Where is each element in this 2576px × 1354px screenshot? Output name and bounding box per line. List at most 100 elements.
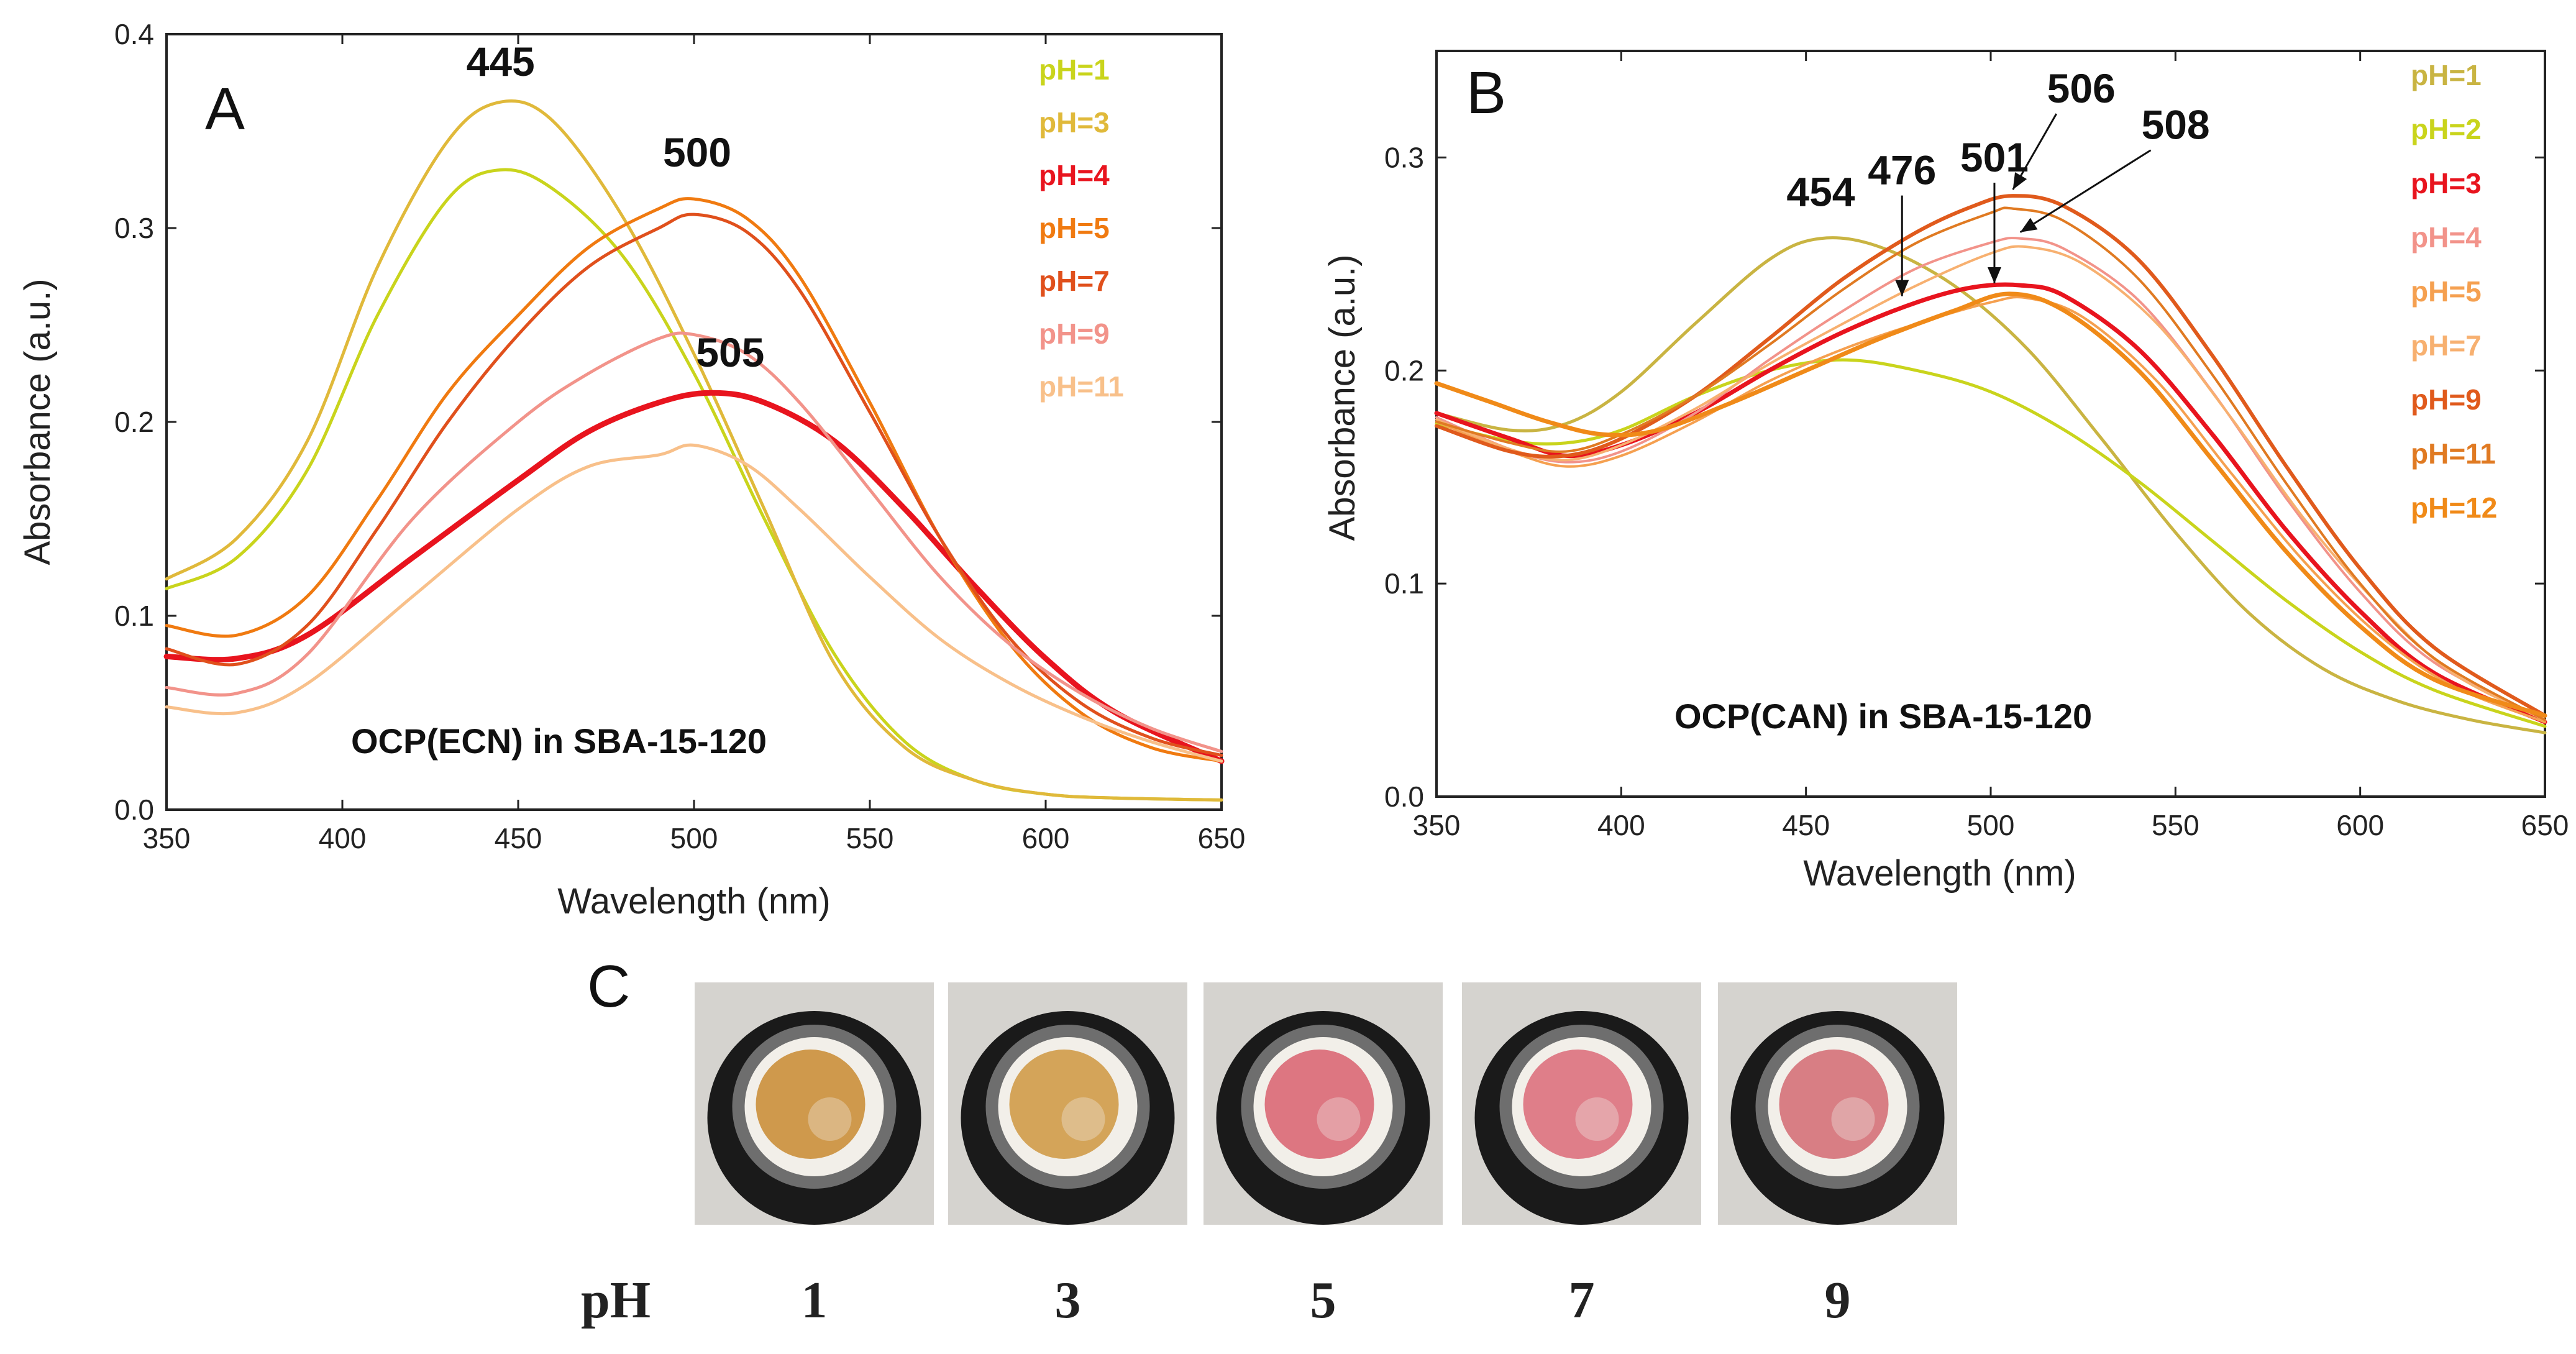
x-tick-label: 650	[1198, 822, 1246, 854]
panel-a-xlabel: Wavelength (nm)	[557, 881, 830, 922]
stain-highlight	[1831, 1097, 1875, 1141]
sample-photo	[1462, 982, 1701, 1225]
sample-stain	[1264, 1050, 1374, 1159]
stain-highlight	[1061, 1097, 1105, 1141]
x-tick-label: 500	[670, 822, 718, 854]
legend-entry: pH=7	[2411, 329, 2482, 362]
peak-arrow-line	[2019, 149, 2152, 233]
sample-stain	[1009, 1050, 1119, 1159]
sample-stain	[756, 1050, 866, 1159]
stain-highlight	[808, 1097, 852, 1141]
sample-photo	[695, 982, 934, 1225]
panel-b-letter: B	[1466, 60, 1506, 126]
legend-entry: pH=9	[2411, 383, 2482, 416]
y-tick-label: 0.1	[1384, 567, 1424, 600]
series-line-pH-11	[165, 443, 1223, 763]
x-tick-label: 350	[143, 822, 191, 854]
peak-label: 506	[2047, 65, 2116, 111]
panel-a-ylabel: Absorbance (a.u.)	[17, 278, 58, 565]
x-tick-label: 500	[1967, 809, 2015, 841]
panel-b-annotation: OCP(CAN) in SBA-15-120	[1674, 697, 2092, 736]
stain-highlight	[1317, 1097, 1361, 1141]
series-line-pH-3	[165, 99, 1223, 802]
series-line-pH-12	[1434, 291, 2547, 718]
panel-b-ticks: 350 400 450 500 550 600 650 0.0 0.1 0.2 0.3	[1384, 51, 2569, 841]
x-tick-label: 600	[2336, 809, 2384, 841]
peak-label: 501	[1960, 134, 2029, 180]
y-tick-label: 0.0	[114, 794, 154, 826]
peak-label: 454	[1786, 169, 1855, 215]
x-tick-label: 400	[319, 822, 367, 854]
y-tick-label: 0.0	[1384, 780, 1424, 813]
panel-b-series	[1434, 194, 2547, 734]
peak-arrow-head	[2020, 217, 2038, 232]
peak-label: 505	[696, 329, 764, 375]
legend-entry: pH=7	[1039, 265, 1110, 297]
ph-row-label: pH	[581, 1271, 651, 1329]
series-line-pH-7	[165, 213, 1223, 757]
legend-entry: pH=3	[2411, 167, 2482, 199]
legend-entry: pH=2	[2411, 113, 2482, 145]
legend-entry: pH=1	[1039, 53, 1110, 86]
peak-label: 500	[663, 129, 731, 175]
panel-a-annotation: OCP(ECN) in SBA-15-120	[351, 721, 767, 761]
photo-row	[695, 982, 1957, 1225]
y-tick-label: 0.4	[114, 18, 154, 50]
legend-entry: pH=11	[1039, 370, 1124, 403]
panel-b-chart: 350 400 450 500 550 600 650 0.0 0.1 0.2 0.3 454 476…	[1322, 50, 2569, 894]
sample-stain	[1523, 1050, 1633, 1159]
sample-photo	[948, 982, 1187, 1225]
x-tick-label: 400	[1597, 809, 1645, 841]
panel-b-peak-labels: 454 476 501 506 508	[1786, 65, 2210, 296]
panel-a-ticks: 350 400 450 500 550 600 650 0.0 0.1 0.2 0.3 0.4	[114, 18, 1245, 854]
series-line-pH-5	[1435, 296, 2546, 723]
panel-c-photos: C pH 1 3 5 7 9	[581, 953, 1957, 1329]
stain-highlight	[1575, 1097, 1619, 1141]
x-tick-label: 600	[1022, 822, 1070, 854]
x-tick-label: 650	[2521, 809, 2569, 841]
series-line-pH-5	[165, 197, 1223, 763]
series-line-pH-3	[1434, 282, 2547, 725]
ph-value-label: 9	[1825, 1271, 1851, 1329]
ph-value-label: 3	[1055, 1271, 1081, 1329]
legend-entry: pH=5	[1039, 212, 1110, 244]
legend-entry: pH=12	[2411, 492, 2497, 524]
series-line-pH-9	[1435, 194, 2547, 718]
x-tick-label: 450	[1782, 809, 1830, 841]
legend-entry: pH=9	[1039, 318, 1110, 350]
x-tick-label: 550	[2152, 809, 2199, 841]
legend-entry: pH=4	[1039, 159, 1110, 191]
ph-value-label: 5	[1310, 1271, 1336, 1329]
panel-a-legend: pH=1 pH=3 pH=4 pH=5 pH=7 pH=9 pH=11	[1039, 53, 1124, 403]
panel-a-chart: 350 400 450 500 550 600 650 0.0 0.1 0.2 0.3 0.4 445…	[17, 18, 1245, 922]
ph-value-label: 7	[1569, 1271, 1595, 1329]
peak-label: 508	[2142, 102, 2210, 148]
x-tick-label: 450	[495, 822, 542, 854]
panel-a-series	[163, 99, 1225, 802]
series-line-pH-9	[165, 331, 1223, 753]
peak-label: 476	[1868, 147, 1936, 193]
series-line-pH-7	[1435, 245, 2546, 721]
y-tick-label: 0.3	[1384, 141, 1424, 173]
y-tick-label: 0.2	[1384, 354, 1424, 387]
y-tick-label: 0.1	[114, 600, 154, 632]
panel-b-ylabel: Absorbance (a.u.)	[1322, 254, 1363, 541]
sample-stain	[1779, 1050, 1889, 1159]
x-tick-label: 350	[1413, 809, 1461, 841]
series-line-pH-4	[1435, 236, 2546, 721]
legend-entry: pH=4	[2411, 221, 2482, 254]
legend-entry: pH=1	[2411, 59, 2482, 91]
sample-photo	[1204, 982, 1443, 1225]
ph-values: 1 3 5 7 9	[802, 1271, 1851, 1329]
y-tick-label: 0.3	[114, 212, 154, 244]
peak-arrow-head	[1987, 267, 2001, 283]
panel-c-letter: C	[587, 953, 630, 1020]
peak-label: 445	[467, 39, 535, 85]
panel-b-xlabel: Wavelength (nm)	[1803, 853, 2076, 894]
x-tick-label: 550	[846, 822, 894, 854]
legend-entry: pH=11	[2411, 437, 2496, 470]
series-line-pH-1	[1435, 236, 2547, 734]
series-line-pH-2	[1435, 358, 2547, 728]
peak-arrow-head	[1895, 280, 1909, 296]
peak-arrow-head	[2012, 172, 2027, 190]
